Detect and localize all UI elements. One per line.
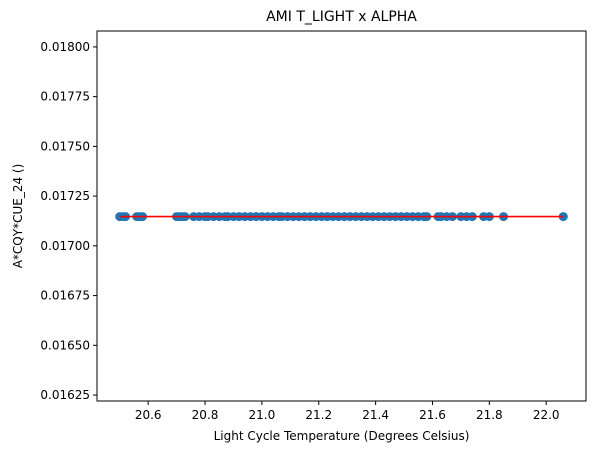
y-tick-label: 0.01750 bbox=[40, 139, 90, 153]
axes-frame bbox=[96, 30, 587, 402]
y-tick-label: 0.01625 bbox=[40, 388, 90, 402]
x-tick-label: 21.6 bbox=[419, 408, 446, 422]
y-axis-label: A*CQY*CUE_24 () bbox=[11, 164, 25, 269]
y-tick-label: 0.01650 bbox=[40, 338, 90, 352]
x-tick-label: 22.0 bbox=[533, 408, 560, 422]
data-point bbox=[558, 212, 568, 222]
x-tick-label: 20.6 bbox=[135, 408, 162, 422]
x-axis-label: Light Cycle Temperature (Degrees Celsius… bbox=[214, 429, 470, 443]
y-tick-label: 0.01775 bbox=[40, 90, 90, 104]
x-tick-label: 21.4 bbox=[362, 408, 389, 422]
y-axis-ticks: 0.01625 0.01650 0.01675 0.01700 0.01725 0.017… bbox=[40, 40, 97, 402]
plot-area bbox=[96, 30, 587, 402]
y-tick-label: 0.01800 bbox=[40, 40, 90, 54]
x-tick-label: 21.0 bbox=[249, 408, 276, 422]
y-tick-label: 0.01700 bbox=[40, 239, 90, 253]
x-axis-ticks: 20.6 20.8 21.0 21.2 21.4 21.6 21.8 22.0 bbox=[135, 401, 560, 422]
x-tick-label: 21.2 bbox=[305, 408, 332, 422]
chart-title: AMI T_LIGHT x ALPHA bbox=[266, 9, 417, 25]
x-tick-label: 21.8 bbox=[476, 408, 503, 422]
x-tick-label: 20.8 bbox=[192, 408, 219, 422]
y-tick-label: 0.01675 bbox=[40, 289, 90, 303]
y-tick-label: 0.01725 bbox=[40, 189, 90, 203]
